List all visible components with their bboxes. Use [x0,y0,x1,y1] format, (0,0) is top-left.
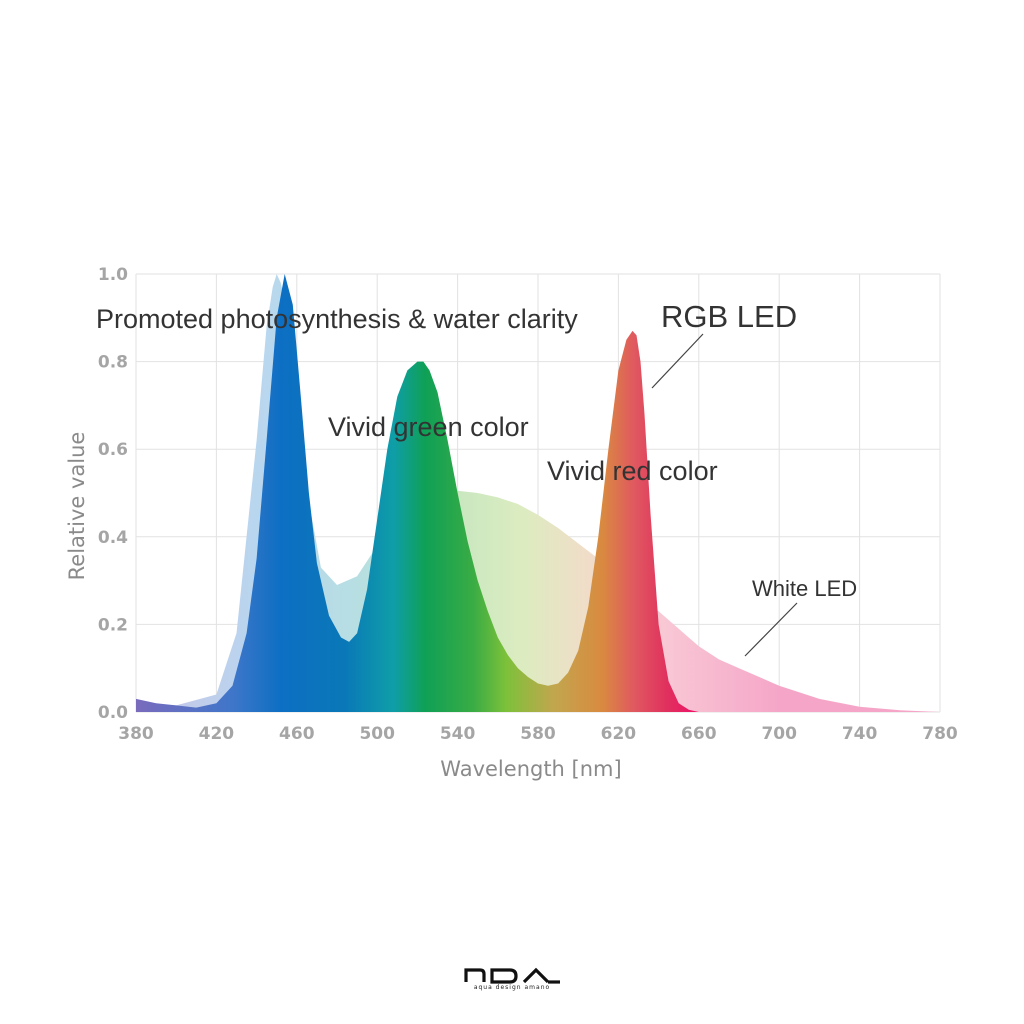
x-tick-label: 420 [199,724,235,744]
annotation-vivid-green: Vivid green color [328,412,529,442]
ada-logo-icon [464,967,560,984]
x-tick-label: 660 [681,724,717,744]
x-tick-label: 740 [842,724,878,744]
y-tick-label: 0.0 [98,703,128,723]
x-tick-label: 540 [440,724,476,744]
x-axis-title: Wavelength [nm] [440,757,621,781]
y-tick-labels: 0.0 0.2 0.4 0.6 0.8 1.0 [98,265,128,723]
white-led-area [136,274,940,712]
y-tick-label: 0.2 [98,615,128,635]
x-tick-label: 700 [761,724,797,744]
x-tick-labels: 380 420 460 500 540 580 620 660 700 740 780 [118,724,958,744]
annotation-photosynthesis: Promoted photosynthesis & water clarity [96,304,578,334]
x-tick-label: 780 [922,724,958,744]
annotation-vivid-red: Vivid red color [547,456,718,486]
y-tick-label: 0.6 [98,440,128,460]
x-tick-label: 380 [118,724,154,744]
rgb-led-area [136,274,940,712]
annotation-rgb-led: RGB LED [661,299,797,334]
y-tick-label: 0.8 [98,353,128,373]
x-tick-label: 460 [279,724,315,744]
y-tick-label: 0.4 [98,528,128,548]
y-axis-title: Relative value [65,432,89,581]
y-tick-label: 1.0 [98,265,128,285]
x-tick-label: 620 [601,724,637,744]
chart-areas [136,274,940,712]
x-tick-label: 580 [520,724,556,744]
annotation-white-led: White LED [752,576,857,601]
x-tick-label: 500 [359,724,395,744]
annotation-leader-rgb-led [651,333,704,389]
brand-tagline: aqua design amano [473,984,551,991]
annotation-leader-white-led [744,602,798,657]
